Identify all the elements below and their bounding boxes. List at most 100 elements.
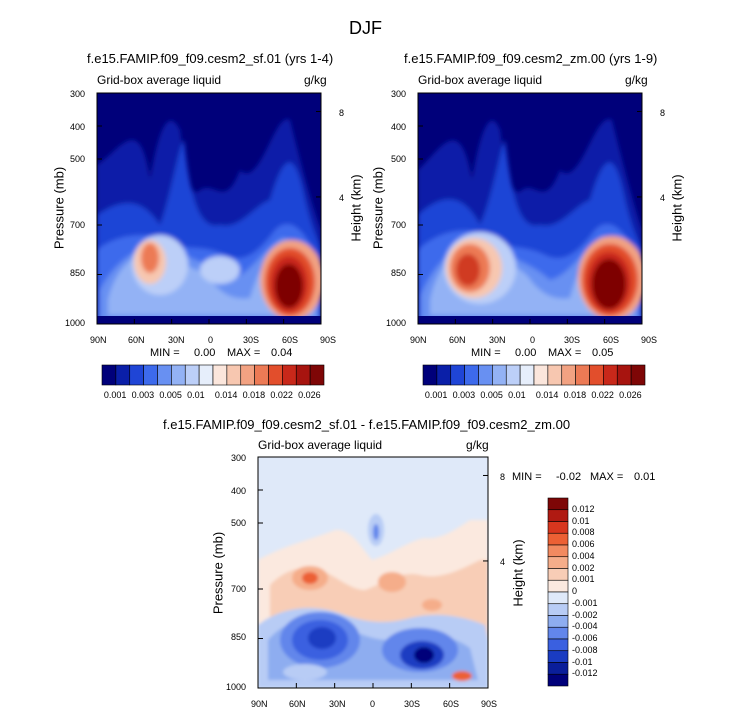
cbar1-swatch	[184, 364, 200, 386]
p3-ytick-850: 850	[231, 632, 247, 642]
p2-max-label: MAX =	[548, 347, 582, 359]
cbar3-label: 0.002	[572, 562, 595, 573]
panel2-field	[418, 93, 642, 324]
p2-min-value: 0.00	[515, 347, 537, 359]
p2-rtick-4: 4	[660, 193, 666, 203]
cbar3-swatch	[547, 568, 569, 581]
p2-rtick-8: 8	[660, 108, 666, 118]
cbar1-swatch	[268, 364, 283, 386]
p2-xtick-90n: 90N	[410, 335, 427, 345]
cbar3-label: -0.008	[572, 644, 598, 655]
cbar1-label: 0.014	[214, 390, 238, 400]
panel3-title: f.e15.FAMIP.f09_f09.cesm2_sf.01 - f.e15.…	[163, 417, 571, 432]
p1-xtick-90n: 90N	[90, 335, 107, 345]
cbar3-swatch	[547, 638, 569, 652]
tick-marks	[96, 92, 643, 689]
cbar3-label: -0.004	[572, 621, 598, 632]
cbar3-swatch	[547, 673, 569, 687]
cbar2-swatch	[436, 364, 452, 386]
p3-rtick-4: 4	[500, 557, 506, 567]
panel1-title: f.e15.FAMIP.f09_f09.cesm2_sf.01 (yrs 1-4…	[87, 51, 334, 66]
p3-ytick-300: 300	[231, 453, 247, 463]
cbar2-swatch	[450, 364, 465, 386]
cbar1-swatch	[198, 364, 214, 386]
p3-max-value: 0.01	[634, 471, 656, 483]
p2-xtick-90s: 90S	[641, 335, 658, 345]
p1-max-label: MAX =	[227, 347, 261, 359]
cbar2-swatch	[422, 364, 438, 386]
cbar1-swatch	[101, 364, 117, 386]
p2-ytick-400: 400	[391, 122, 407, 132]
p1-ytick-400: 400	[70, 122, 86, 132]
cbar3-swatch	[547, 497, 569, 511]
cbar1-swatch	[240, 364, 255, 386]
p2-ytick-850: 850	[391, 268, 407, 278]
cbar3-label: 0.001	[572, 574, 595, 585]
cbar2-label: 0.018	[563, 390, 587, 400]
p1-ytick-700: 700	[70, 220, 86, 230]
p3-min-label: MIN =	[512, 471, 542, 483]
cbar3-label: 0.004	[572, 550, 595, 561]
cbar2-swatch	[547, 364, 563, 386]
cbar2-swatch	[505, 364, 521, 386]
panel3-units: g/kg	[466, 438, 489, 452]
cbar2-label: 0.01	[508, 390, 526, 400]
cbar3-swatch	[547, 626, 569, 640]
cbar2-swatch	[630, 364, 646, 386]
p2-xtick-0: 0	[530, 335, 536, 345]
panel1-units: g/kg	[304, 73, 327, 87]
cbar1-swatch	[295, 364, 311, 386]
cbar1-swatch	[282, 364, 297, 386]
cbar2-label: 0.003	[452, 390, 476, 400]
panel2-subtitle: Grid-box average liquid	[418, 73, 543, 87]
cbar2-label: 0.022	[591, 390, 614, 400]
cbar1-label: 0.005	[159, 390, 182, 400]
cbar3-label: -0.012	[572, 668, 598, 679]
p3-ytick-1000: 1000	[226, 682, 247, 692]
p1-xtick-30n: 30N	[168, 335, 185, 345]
cbar1-label: 0.022	[270, 390, 293, 400]
cbar3-swatch	[547, 521, 569, 534]
cbar1-label: 0.026	[298, 390, 321, 400]
p1-ytick-300: 300	[70, 89, 86, 99]
cbar3-swatch	[547, 603, 569, 616]
panel1-subtitle: Grid-box average liquid	[97, 73, 222, 87]
p2-xtick-60s: 60S	[603, 335, 620, 345]
cbar2-swatch	[533, 364, 549, 386]
p3-ytick-500: 500	[231, 518, 247, 528]
p3-xtick-90n: 90N	[251, 699, 268, 709]
cbar3-swatch	[547, 509, 569, 522]
cbar1-label: 0.001	[103, 390, 127, 400]
cbar2-swatch	[589, 364, 604, 386]
p1-xtick-0: 0	[208, 335, 214, 345]
cbar3-swatch	[547, 650, 569, 663]
cbar1-swatch	[226, 364, 242, 386]
panel1-field	[97, 93, 321, 324]
p3-xtick-60n: 60N	[289, 699, 306, 709]
cbar3-label: -0.01	[572, 656, 593, 667]
colorbar-panel1	[101, 364, 325, 386]
panel2-units: g/kg	[625, 73, 648, 87]
p3-min-value: -0.02	[556, 471, 582, 483]
cbar3-label: 0.01	[572, 515, 590, 526]
p2-min-label: MIN =	[471, 347, 501, 359]
p3-ytick-700: 700	[231, 584, 247, 594]
cbar3-swatch	[547, 591, 569, 605]
p1-min-label: MIN =	[150, 347, 180, 359]
cbar1-label: 0.01	[187, 390, 205, 400]
cbar1-swatch	[212, 364, 228, 386]
p1-xtick-60n: 60N	[128, 335, 145, 345]
p2-max-value: 0.05	[592, 347, 614, 359]
cbar3-label: -0.006	[572, 633, 598, 643]
cbar1-label: 0.018	[242, 390, 266, 400]
p2-ytick-500: 500	[391, 154, 407, 164]
p1-max-value: 0.04	[271, 347, 293, 359]
p2-xtick-30s: 30S	[564, 335, 581, 345]
cbar2-swatch	[575, 364, 590, 386]
cbar1-label: 0.003	[131, 390, 155, 400]
cbar2-label: 0.001	[424, 390, 448, 400]
p1-rtick-8: 8	[339, 108, 345, 118]
p2-xtick-30n: 30N	[489, 335, 506, 345]
p3-ytick-400: 400	[231, 486, 247, 496]
p3-xtick-90s: 90S	[481, 699, 498, 709]
